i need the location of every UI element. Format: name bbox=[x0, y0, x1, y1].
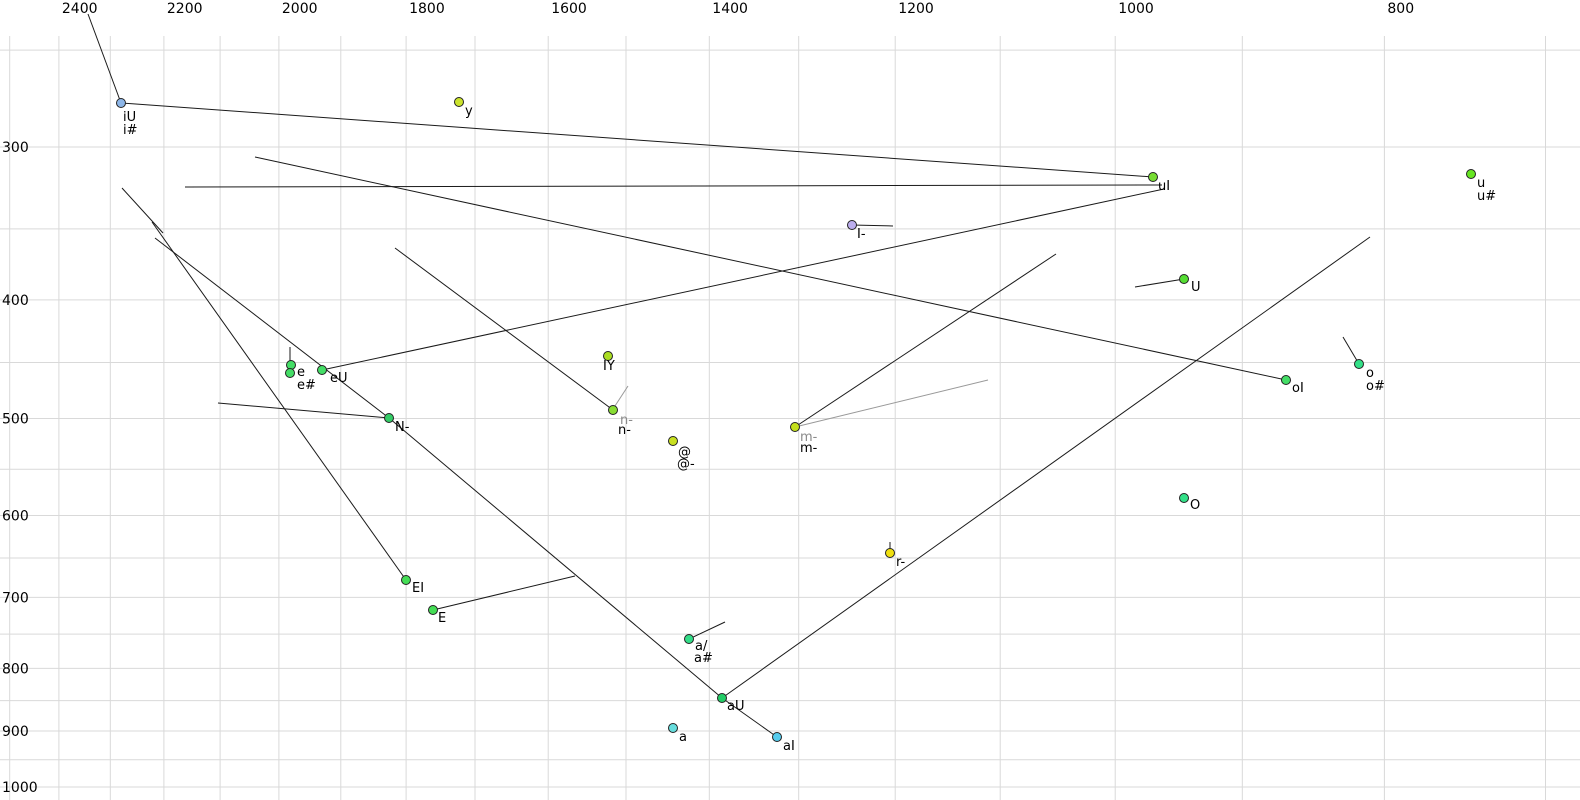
point-schwa-label: @ bbox=[678, 445, 691, 460]
point-a-u[interactable] bbox=[717, 693, 727, 703]
trajectory-line bbox=[151, 221, 407, 581]
trajectory-line bbox=[794, 379, 989, 428]
point-a[interactable] bbox=[668, 723, 678, 733]
axis-tick-top: 1200 bbox=[898, 1, 934, 17]
axis-tick-top: 800 bbox=[1387, 1, 1414, 17]
point-schwa[interactable] bbox=[668, 436, 678, 446]
trajectory-line bbox=[217, 402, 390, 419]
trajectory-line bbox=[154, 237, 390, 419]
trajectory-line bbox=[120, 102, 1154, 178]
point-o-i[interactable] bbox=[1281, 375, 1291, 385]
point-a-label: a bbox=[679, 730, 687, 745]
point-i-y[interactable] bbox=[603, 351, 613, 361]
point-e-hash[interactable] bbox=[285, 368, 295, 378]
axis-tick-top: 2000 bbox=[282, 1, 318, 17]
trajectory-line bbox=[254, 156, 1287, 381]
point-open-o[interactable] bbox=[1179, 493, 1189, 503]
point-open-o-label: O bbox=[1190, 498, 1200, 513]
trajectory-line bbox=[851, 224, 894, 227]
point-o-label: o bbox=[1366, 366, 1374, 381]
point-iu-label: iU bbox=[123, 110, 136, 125]
point-a-i-label: aI bbox=[783, 739, 795, 754]
trajectory-line bbox=[794, 253, 1057, 428]
point-e-hash-label: e# bbox=[297, 378, 316, 393]
point-eps-label: E bbox=[438, 611, 446, 626]
point-y-label: y bbox=[465, 104, 473, 119]
trajectory-line bbox=[1342, 336, 1360, 365]
point-i-bar-label: I- bbox=[857, 227, 866, 242]
point-a-slash-label: a# bbox=[694, 651, 713, 666]
point-e-i[interactable] bbox=[401, 575, 411, 585]
trajectory-line bbox=[388, 417, 723, 699]
point-e-label: e bbox=[297, 365, 305, 380]
point-schwa-label: @- bbox=[677, 457, 695, 472]
point-m[interactable] bbox=[790, 422, 800, 432]
axis-tick-left: 400 bbox=[2, 293, 29, 309]
point-o[interactable] bbox=[1354, 359, 1364, 369]
point-iu-label: i# bbox=[123, 123, 138, 138]
axis-tick-top: 2200 bbox=[167, 1, 203, 17]
axis-tick-top: 1600 bbox=[551, 1, 587, 17]
point-o-label: o# bbox=[1366, 379, 1385, 394]
point-u[interactable] bbox=[1466, 169, 1476, 179]
point-u-label: u bbox=[1477, 176, 1485, 191]
point-a-i[interactable] bbox=[772, 732, 782, 742]
point-y[interactable] bbox=[454, 97, 464, 107]
axis-tick-left: 500 bbox=[2, 412, 29, 428]
axis-tick-top: 2400 bbox=[62, 1, 98, 17]
axis-tick-left: 300 bbox=[2, 140, 29, 156]
point-a-slash[interactable] bbox=[684, 634, 694, 644]
axis-tick-left: 700 bbox=[2, 590, 29, 606]
axis-tick-top: 1800 bbox=[409, 1, 445, 17]
point-hook-u[interactable] bbox=[1179, 274, 1189, 284]
point-m-label: m- bbox=[800, 441, 818, 456]
trajectory-line bbox=[432, 575, 576, 611]
point-hook-u-label: U bbox=[1191, 280, 1201, 295]
trajectory-line bbox=[321, 188, 1165, 371]
point-e-u-label: eU bbox=[330, 371, 348, 386]
axis-tick-top: 1400 bbox=[712, 1, 748, 17]
point-eng-label: N- bbox=[395, 420, 410, 435]
point-i-y-label: IY bbox=[603, 359, 615, 374]
trajectory-line bbox=[721, 697, 778, 738]
point-o-i-label: oI bbox=[1292, 381, 1304, 396]
point-n[interactable] bbox=[608, 405, 618, 415]
point-e-i-label: EI bbox=[412, 581, 424, 596]
trajectory-line bbox=[394, 247, 614, 411]
point-m-label: m- bbox=[800, 430, 818, 445]
trajectory-line bbox=[184, 184, 1163, 188]
point-n-label: n- bbox=[620, 413, 633, 428]
point-r[interactable] bbox=[885, 548, 895, 558]
trajectory-line bbox=[1134, 278, 1185, 288]
point-a-u-label: aU bbox=[727, 699, 744, 714]
point-eps[interactable] bbox=[428, 605, 438, 615]
axis-tick-left: 1000 bbox=[2, 780, 38, 796]
point-ui-label: uI bbox=[1158, 179, 1170, 194]
trajectory-line bbox=[87, 13, 122, 104]
axis-tick-left: 800 bbox=[2, 661, 29, 677]
axis-tick-left: 600 bbox=[2, 509, 29, 525]
point-r-label: r- bbox=[896, 555, 906, 570]
point-u-label: u# bbox=[1477, 189, 1496, 204]
point-ui[interactable] bbox=[1148, 172, 1158, 182]
trajectory-line bbox=[688, 621, 726, 640]
point-n-label: n- bbox=[618, 423, 631, 438]
trajectory-line bbox=[721, 236, 1371, 699]
axis-tick-top: 1000 bbox=[1118, 1, 1154, 17]
point-e-u[interactable] bbox=[317, 365, 327, 375]
point-a-slash-label: a/ bbox=[695, 639, 708, 654]
trajectory-line bbox=[612, 385, 629, 410]
axis-tick-left: 900 bbox=[2, 724, 29, 740]
point-i-bar[interactable] bbox=[847, 220, 857, 230]
trajectory-line bbox=[121, 187, 164, 234]
point-eng[interactable] bbox=[384, 413, 394, 423]
point-iu[interactable] bbox=[116, 98, 126, 108]
